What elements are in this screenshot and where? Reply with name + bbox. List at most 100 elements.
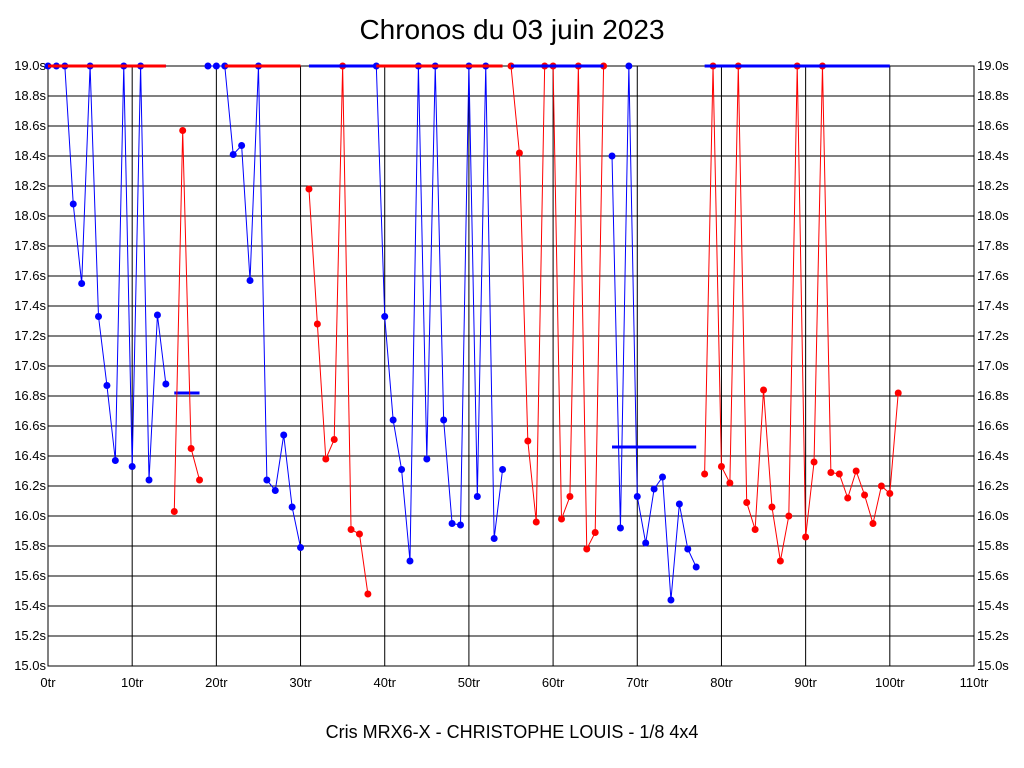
data-point bbox=[238, 142, 246, 149]
data-point bbox=[633, 493, 641, 500]
data-point bbox=[153, 311, 161, 319]
x-tick-label: 20tr bbox=[205, 675, 228, 690]
data-point bbox=[650, 485, 658, 493]
data-point bbox=[776, 557, 784, 565]
y-tick-label-left: 15.2s bbox=[14, 628, 46, 643]
data-point bbox=[355, 530, 363, 538]
y-tick-label-left: 15.0s bbox=[14, 658, 46, 673]
data-point bbox=[330, 436, 338, 443]
data-point bbox=[802, 533, 810, 541]
data-point bbox=[717, 463, 725, 470]
series-line bbox=[704, 65, 899, 562]
data-point bbox=[768, 503, 776, 511]
data-point bbox=[103, 382, 111, 389]
data-point bbox=[558, 515, 566, 523]
y-tick-label-left: 17.2s bbox=[14, 328, 46, 343]
y-tick-label-left: 15.4s bbox=[14, 598, 46, 613]
data-point bbox=[406, 557, 414, 565]
x-tick-label: 0tr bbox=[40, 675, 56, 690]
data-point bbox=[204, 62, 212, 70]
y-tick-label-left: 17.6s bbox=[14, 268, 46, 283]
data-point bbox=[894, 389, 902, 397]
data-point bbox=[170, 508, 178, 515]
data-point bbox=[212, 62, 220, 70]
data-point bbox=[684, 545, 692, 553]
data-point bbox=[515, 149, 523, 157]
y-tick-label-left: 16.2s bbox=[14, 478, 46, 493]
y-tick-label-left: 18.6s bbox=[14, 118, 46, 133]
y-tick-label-right: 18.4s bbox=[977, 148, 1009, 163]
data-point bbox=[642, 539, 650, 547]
data-point bbox=[111, 457, 119, 464]
data-point bbox=[297, 544, 305, 551]
data-point bbox=[280, 431, 288, 439]
data-point bbox=[389, 416, 397, 424]
data-point bbox=[313, 320, 321, 328]
y-tick-label-right: 17.2s bbox=[977, 328, 1009, 343]
x-tick-label: 90tr bbox=[794, 675, 817, 690]
data-point bbox=[886, 490, 894, 497]
data-point bbox=[305, 185, 313, 193]
y-tick-label-left: 16.6s bbox=[14, 418, 46, 433]
y-tick-label-right: 16.2s bbox=[977, 478, 1009, 493]
data-point bbox=[440, 416, 448, 424]
y-tick-label-left: 18.4s bbox=[14, 148, 46, 163]
data-point bbox=[591, 529, 599, 536]
data-point bbox=[490, 535, 498, 542]
data-point bbox=[499, 466, 507, 473]
y-tick-label-right: 19.0s bbox=[977, 58, 1009, 73]
data-point bbox=[659, 473, 667, 481]
y-tick-label-right: 17.0s bbox=[977, 358, 1009, 373]
data-point bbox=[827, 469, 835, 476]
y-tick-label-left: 17.4s bbox=[14, 298, 46, 313]
data-point bbox=[229, 151, 237, 158]
data-point bbox=[608, 152, 616, 160]
data-point bbox=[616, 524, 624, 532]
data-point bbox=[263, 476, 271, 484]
y-tick-label-left: 15.8s bbox=[14, 538, 46, 553]
x-tick-label: 70tr bbox=[626, 675, 649, 690]
y-tick-label-right: 18.6s bbox=[977, 118, 1009, 133]
data-point bbox=[667, 596, 675, 604]
data-point bbox=[398, 466, 406, 473]
data-point bbox=[726, 479, 734, 487]
data-point bbox=[95, 313, 103, 320]
series-line bbox=[375, 65, 504, 562]
data-point bbox=[877, 482, 885, 490]
data-point bbox=[701, 470, 709, 478]
y-tick-label-left: 17.8s bbox=[14, 238, 46, 253]
data-point bbox=[448, 520, 456, 527]
data-point bbox=[583, 545, 591, 553]
data-point bbox=[861, 491, 869, 499]
y-tick-label-right: 16.6s bbox=[977, 418, 1009, 433]
data-point bbox=[532, 518, 540, 526]
data-point bbox=[246, 277, 254, 284]
y-tick-label-left: 18.0s bbox=[14, 208, 46, 223]
data-point bbox=[347, 526, 355, 533]
y-tick-label-left: 15.6s bbox=[14, 568, 46, 583]
grid bbox=[47, 65, 975, 667]
data-point bbox=[69, 200, 77, 208]
data-point bbox=[162, 380, 170, 388]
y-tick-label-right: 18.8s bbox=[977, 88, 1009, 103]
data-point bbox=[187, 445, 195, 452]
y-tick-label-left: 16.4s bbox=[14, 448, 46, 463]
y-tick-label-right: 18.0s bbox=[977, 208, 1009, 223]
data-point bbox=[271, 487, 279, 494]
data-point bbox=[179, 127, 187, 134]
data-point bbox=[423, 455, 431, 463]
data-point bbox=[692, 563, 700, 571]
data-point bbox=[364, 590, 372, 598]
data-point bbox=[844, 494, 852, 502]
y-tick-label-right: 16.8s bbox=[977, 388, 1009, 403]
chart-title: Chronos du 03 juin 2023 bbox=[359, 14, 665, 45]
y-tick-label-right: 17.6s bbox=[977, 268, 1009, 283]
data-point bbox=[835, 470, 843, 478]
y-tick-label-left: 18.2s bbox=[14, 178, 46, 193]
x-tick-label: 40tr bbox=[374, 675, 397, 690]
y-tick-label-right: 15.8s bbox=[977, 538, 1009, 553]
x-tick-label: 10tr bbox=[121, 675, 144, 690]
y-tick-label-left: 18.8s bbox=[14, 88, 46, 103]
x-tick-label: 80tr bbox=[710, 675, 733, 690]
